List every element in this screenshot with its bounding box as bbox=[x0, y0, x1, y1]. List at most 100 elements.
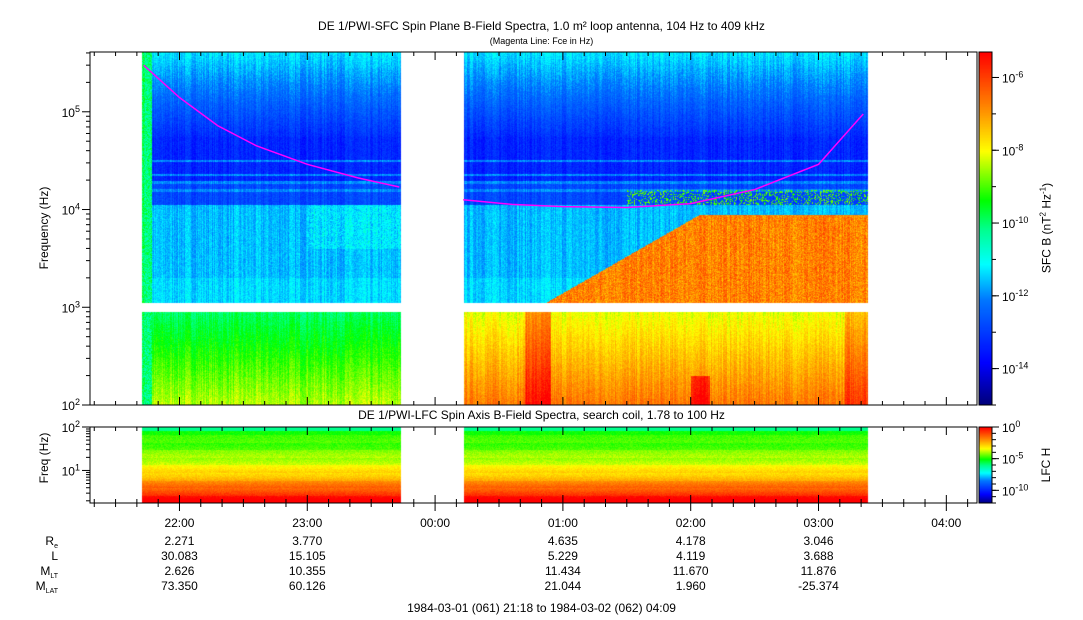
tick-exponent: 2 bbox=[75, 397, 80, 407]
sfc-ylabel-text: Frequency (Hz) bbox=[37, 186, 51, 270]
sfc-title: DE 1/PWI-SFC Spin Plane B-Field Spectra,… bbox=[0, 19, 1083, 33]
sfc-title-text: DE 1/PWI-SFC Spin Plane B-Field Spectra,… bbox=[318, 19, 765, 33]
tick-exponent: 0 bbox=[1015, 419, 1020, 429]
ephemeris-value: 2.626 bbox=[164, 564, 194, 578]
colorbar-tick-label: 10-5 bbox=[1002, 451, 1023, 467]
tick-base: 10 bbox=[1002, 484, 1016, 498]
tick-exponent: 3 bbox=[75, 299, 80, 309]
ephemeris-row-label: L bbox=[51, 549, 58, 563]
label-main: M bbox=[40, 564, 50, 578]
lfc-title-text: DE 1/PWI-LFC Spin Axis B-Field Spectra, … bbox=[358, 408, 725, 422]
sfc-ytick-label: 104 bbox=[62, 202, 80, 218]
sfc-colorbar-label: SFC B (nT2 Hz-1) bbox=[1039, 183, 1054, 273]
ephemeris-value: 4.178 bbox=[676, 534, 706, 548]
sfc-ytick-label: 102 bbox=[62, 397, 80, 413]
sfc-ytick-label: 103 bbox=[62, 299, 80, 315]
colorbar-tick-label: 10-6 bbox=[1002, 69, 1023, 85]
cb-label-part: ) bbox=[1039, 182, 1054, 187]
ephemeris-row-label: MLAT bbox=[36, 579, 59, 595]
cb-label-sup: 2 bbox=[1038, 212, 1048, 217]
cb-label-sup: -1 bbox=[1038, 186, 1048, 194]
label-subscript: LAT bbox=[46, 588, 59, 595]
tick-base: 10 bbox=[62, 421, 76, 435]
ephemeris-value: 60.126 bbox=[289, 579, 326, 593]
colorbar-tick-label: 100 bbox=[1002, 419, 1020, 435]
ephemeris-row-label: MLT bbox=[40, 564, 58, 580]
tick-base: 10 bbox=[62, 106, 76, 120]
tick-base: 10 bbox=[1002, 290, 1016, 304]
lfc-spectrogram bbox=[90, 427, 977, 503]
tick-exponent: 1 bbox=[75, 462, 80, 472]
x-tick-label: 00:00 bbox=[420, 516, 450, 530]
tick-base: 10 bbox=[62, 399, 76, 413]
ephemeris-value: 3.046 bbox=[804, 534, 834, 548]
tick-exponent: -12 bbox=[1015, 288, 1028, 298]
lfc-ylabel: Freq (Hz) bbox=[37, 433, 51, 484]
lfc-cb-label-text: LFC H bbox=[1039, 447, 1053, 483]
label-main: M bbox=[36, 579, 46, 593]
colorbar-tick-label: 10-14 bbox=[1002, 361, 1028, 377]
fce-line bbox=[143, 64, 400, 188]
x-tick-label: 03:00 bbox=[804, 516, 834, 530]
colorbar-tick-label: 10-10 bbox=[1002, 215, 1028, 231]
label-main: L bbox=[51, 549, 58, 563]
ephemeris-value: 21.044 bbox=[545, 579, 582, 593]
ephemeris-value: 3.688 bbox=[804, 549, 834, 563]
ephemeris-value: 73.350 bbox=[161, 579, 198, 593]
ephemeris-value: -25.374 bbox=[798, 579, 839, 593]
tick-exponent: 4 bbox=[75, 202, 80, 212]
sfc-plot-frame bbox=[89, 51, 978, 406]
ephemeris-value: 2.271 bbox=[164, 534, 194, 548]
ephemeris-value: 11.434 bbox=[545, 564, 581, 578]
time-range-text: 1984-03-01 (061) 21:18 to 1984-03-02 (06… bbox=[407, 601, 676, 615]
ephemeris-row-label: Re bbox=[45, 534, 58, 550]
colorbar-tick-label: 10-10 bbox=[1002, 482, 1028, 498]
sfc-colorbar-frame bbox=[978, 51, 993, 406]
x-tick-label: 04:00 bbox=[931, 516, 961, 530]
label-main: R bbox=[45, 534, 54, 548]
tick-exponent: -10 bbox=[1015, 482, 1028, 492]
x-tick-label: 01:00 bbox=[548, 516, 578, 530]
tick-base: 10 bbox=[1002, 71, 1016, 85]
tick-exponent: 5 bbox=[75, 104, 80, 114]
tick-base: 10 bbox=[1002, 217, 1016, 231]
ephemeris-value: 4.635 bbox=[548, 534, 578, 548]
tick-exponent: -6 bbox=[1015, 69, 1023, 79]
lfc-plot-frame bbox=[89, 426, 978, 504]
tick-base: 10 bbox=[1002, 144, 1016, 158]
fce-line bbox=[463, 113, 864, 209]
lfc-ytick-label: 101 bbox=[62, 462, 80, 478]
tick-base: 10 bbox=[1002, 363, 1016, 377]
tick-base: 10 bbox=[1002, 421, 1016, 435]
lfc-colorbar bbox=[979, 427, 992, 503]
ephemeris-value: 30.083 bbox=[161, 549, 198, 563]
ephemeris-value: 3.770 bbox=[292, 534, 322, 548]
tick-exponent: -10 bbox=[1015, 215, 1028, 225]
tick-exponent: -5 bbox=[1015, 451, 1023, 461]
sfc-ytick-label: 105 bbox=[62, 104, 80, 120]
colorbar-tick-label: 10-12 bbox=[1002, 288, 1028, 304]
sfc-ylabel: Frequency (Hz) bbox=[37, 187, 51, 270]
sfc-spectrogram bbox=[90, 52, 977, 405]
lfc-title: DE 1/PWI-LFC Spin Axis B-Field Spectra, … bbox=[0, 408, 1083, 422]
ephemeris-value: 15.105 bbox=[289, 549, 326, 563]
lfc-ylabel-text: Freq (Hz) bbox=[37, 432, 51, 484]
tick-base: 10 bbox=[62, 464, 76, 478]
time-range: 1984-03-01 (061) 21:18 to 1984-03-02 (06… bbox=[0, 601, 1083, 615]
ephemeris-value: 10.355 bbox=[289, 564, 326, 578]
x-tick-label: 02:00 bbox=[676, 516, 706, 530]
ephemeris-value: 5.229 bbox=[548, 549, 578, 563]
ephemeris-value: 11.670 bbox=[673, 564, 709, 578]
ephemeris-value: 11.876 bbox=[801, 564, 837, 578]
tick-base: 10 bbox=[62, 204, 76, 218]
tick-base: 10 bbox=[1002, 453, 1016, 467]
cb-label-part: Hz bbox=[1039, 194, 1054, 212]
tick-exponent: -8 bbox=[1015, 142, 1023, 152]
sfc-colorbar bbox=[979, 52, 992, 405]
tick-exponent: -14 bbox=[1015, 361, 1028, 371]
cb-label-part: SFC B (nT bbox=[1039, 216, 1054, 274]
lfc-colorbar-frame bbox=[978, 426, 993, 504]
tick-exponent: 2 bbox=[75, 419, 80, 429]
x-tick-label: 22:00 bbox=[164, 516, 194, 530]
